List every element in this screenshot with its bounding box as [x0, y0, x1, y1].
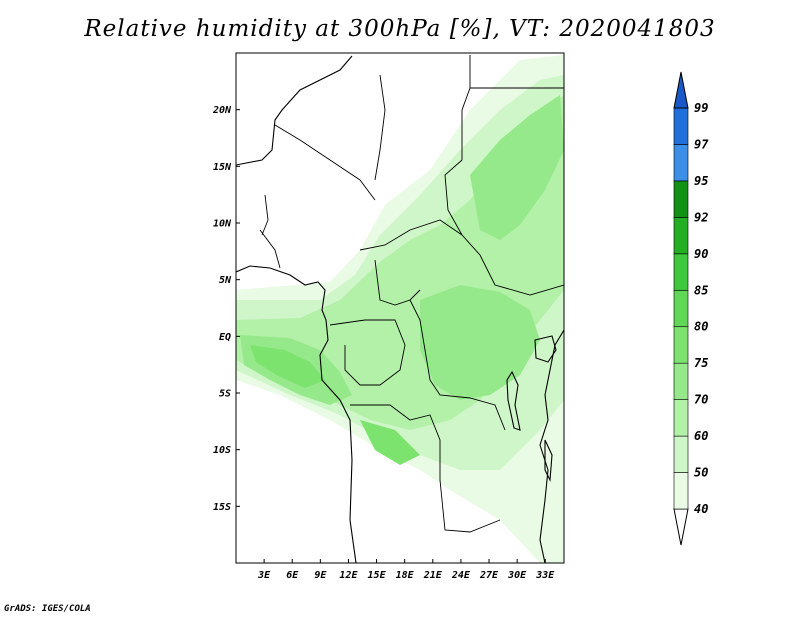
colorbar-segment — [673, 253, 689, 291]
colorbar-segment — [673, 435, 689, 473]
lon-tick-label: 3E — [257, 570, 271, 581]
lon-tick-label: 27E — [479, 570, 499, 581]
colorbar-segment — [673, 362, 689, 400]
colorbar-segment — [673, 217, 689, 255]
east-african-coast — [539, 329, 564, 563]
lake-malawi — [544, 439, 553, 483]
colorbar-lower-extension — [673, 508, 689, 546]
lon-tick-label: 15E — [368, 570, 387, 581]
colorbar-level-label: 60 — [694, 429, 708, 443]
lake-victoria — [534, 335, 557, 363]
colorbar-segment — [673, 326, 689, 364]
colorbar-level-label: 90 — [694, 247, 708, 261]
colorbar-segment — [673, 399, 689, 437]
colorbar-level-label: 92 — [694, 210, 708, 224]
colorbar-level-label: 95 — [694, 174, 708, 188]
lon-tick-label: 30E — [507, 570, 527, 581]
country-borders — [259, 55, 564, 533]
gulf-of-guinea-coast — [236, 265, 357, 563]
humidity-field — [236, 55, 564, 563]
colorbar-segment — [673, 472, 689, 510]
lon-tick-label: 6E — [286, 570, 299, 581]
rh-band-70b — [420, 285, 540, 400]
lon-tick-label: 33E — [535, 570, 555, 581]
lat-tick-label: 10N — [213, 219, 232, 230]
lon-tick-label: 24E — [451, 570, 471, 581]
lon-tick-label: 21E — [423, 570, 443, 581]
lat-tick-label: 15N — [213, 162, 232, 173]
lat-tick-label: 15S — [213, 502, 231, 513]
lat-tick-label: 10S — [213, 445, 231, 456]
lat-tick-label: EQ — [219, 332, 231, 343]
colorbar: 40 50 60 70 75 80 85 90 92 95 97 99 — [673, 71, 709, 546]
colorbar-level-label: 50 — [694, 466, 708, 480]
colorbar-upper-extension — [673, 71, 689, 109]
map-frame — [235, 52, 565, 564]
colorbar-level-label: 75 — [694, 356, 708, 370]
colorbar-segment — [673, 180, 689, 218]
lat-tick-label: 5S — [219, 389, 231, 400]
rh-band-75b — [360, 420, 420, 465]
colorbar-level-label: 80 — [694, 320, 708, 334]
lat-tick-label: 20N — [212, 105, 232, 116]
colorbar-level-label: 70 — [694, 393, 708, 407]
axis-ticks: 3E 6E 9E 12E 15E 18E 21E 24E 27E 30E 33E 20N 15N 10N 5… — [212, 105, 555, 581]
lat-tick-label: 5N — [219, 275, 232, 286]
west-africa-coast — [236, 55, 353, 166]
colorbar-level-label: 97 — [694, 137, 709, 151]
rh-band-75 — [250, 345, 325, 388]
colorbar-segment — [673, 107, 689, 145]
grads-credit: GrADS: IGES/COLA — [4, 604, 91, 614]
lon-tick-label: 18E — [396, 570, 415, 581]
colorbar-segment — [673, 144, 689, 182]
colorbar-level-label: 99 — [694, 101, 708, 115]
coastlines — [236, 55, 564, 563]
rh-band-70c — [470, 95, 564, 240]
lake-tanganyika — [506, 370, 521, 431]
colorbar-level-label: 85 — [694, 283, 708, 297]
lon-tick-label: 9E — [314, 570, 327, 581]
colorbar-segment — [673, 289, 689, 328]
map-title: Relative humidity at 300hPa [%], VT: 202… — [84, 16, 716, 42]
lon-tick-label: 12E — [339, 570, 358, 581]
colorbar-level-label: 40 — [694, 502, 708, 516]
